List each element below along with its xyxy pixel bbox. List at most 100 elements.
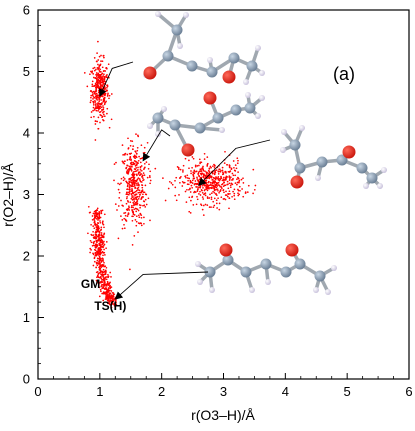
data-point	[206, 156, 209, 158]
data-point	[238, 181, 240, 184]
data-point	[206, 165, 209, 167]
data-point	[93, 221, 96, 224]
data-point	[137, 231, 139, 233]
data-point	[113, 163, 116, 165]
data-point	[92, 237, 95, 239]
data-point	[120, 182, 122, 185]
data-point	[224, 198, 227, 201]
data-point	[135, 179, 138, 182]
data-point	[135, 207, 138, 210]
data-point	[117, 188, 120, 191]
data-point	[203, 152, 206, 155]
data-point	[106, 85, 109, 88]
data-point	[196, 195, 198, 198]
carbon-atom	[206, 66, 218, 78]
data-point	[142, 179, 144, 182]
x-axis-title: r(O3–H)/Å	[191, 407, 255, 423]
data-point	[121, 227, 124, 230]
data-point	[233, 194, 236, 197]
data-point	[97, 235, 99, 238]
data-point	[101, 241, 104, 244]
data-point	[93, 96, 96, 99]
data-point	[144, 198, 147, 201]
data-point	[187, 179, 189, 182]
data-point	[135, 210, 138, 213]
data-point	[128, 209, 131, 211]
data-point	[101, 287, 103, 289]
data-point	[101, 221, 104, 224]
data-point	[168, 180, 171, 183]
data-point	[133, 208, 136, 211]
data-point	[241, 188, 243, 190]
data-point	[195, 203, 198, 206]
data-point	[96, 223, 98, 226]
data-point	[100, 246, 102, 249]
data-point	[128, 165, 131, 168]
data-point	[129, 140, 132, 142]
data-point	[105, 278, 108, 281]
data-point	[171, 183, 174, 186]
data-point	[102, 119, 105, 122]
data-point	[109, 297, 112, 300]
data-point	[202, 187, 204, 189]
data-point	[103, 98, 105, 100]
data-point	[98, 246, 100, 249]
y-tick-label: 0	[23, 372, 30, 387]
hydrogen-atom	[155, 131, 161, 137]
data-point	[95, 210, 98, 212]
data-point	[92, 252, 94, 255]
data-point	[130, 193, 133, 195]
data-point	[215, 176, 217, 178]
hydrogen-atom	[177, 43, 183, 49]
data-point	[222, 198, 225, 200]
data-point	[193, 169, 196, 172]
hydrogen-atom	[331, 265, 337, 271]
data-point	[134, 203, 136, 206]
data-point	[131, 190, 134, 192]
data-point	[87, 205, 90, 208]
data-point	[93, 85, 95, 88]
data-point	[102, 264, 105, 266]
data-point	[186, 177, 189, 179]
data-point	[142, 196, 144, 198]
data-point	[175, 176, 178, 179]
data-point	[135, 220, 138, 223]
data-point	[108, 94, 111, 97]
data-point	[106, 86, 108, 89]
data-point	[123, 154, 126, 156]
data-point	[126, 153, 129, 156]
data-point	[115, 301, 117, 304]
data-point	[205, 174, 208, 177]
data-point	[99, 110, 102, 113]
data-point	[107, 63, 110, 66]
data-point	[186, 188, 188, 191]
data-point	[142, 152, 145, 154]
data-point	[198, 175, 201, 178]
data-point	[193, 172, 196, 175]
data-point	[188, 167, 190, 170]
data-point	[142, 172, 145, 174]
data-point	[127, 212, 130, 214]
data-point	[201, 191, 204, 194]
carbon-atom	[212, 112, 224, 124]
hydrogen-atom	[325, 289, 331, 295]
data-point	[194, 180, 197, 182]
data-point	[105, 295, 108, 298]
data-point	[107, 302, 110, 304]
data-point	[238, 179, 241, 182]
data-point	[127, 137, 129, 140]
data-point	[123, 217, 126, 220]
data-point	[189, 188, 191, 190]
data-point	[101, 116, 103, 119]
data-point	[140, 216, 143, 219]
data-point	[228, 182, 231, 185]
data-point	[230, 168, 233, 171]
data-point	[94, 120, 97, 122]
data-point	[253, 188, 256, 191]
data-point	[97, 219, 99, 221]
data-point	[129, 157, 131, 159]
data-point	[97, 272, 100, 275]
molecule-illustrations	[143, 11, 387, 295]
data-point	[224, 177, 227, 180]
data-point	[89, 247, 92, 250]
